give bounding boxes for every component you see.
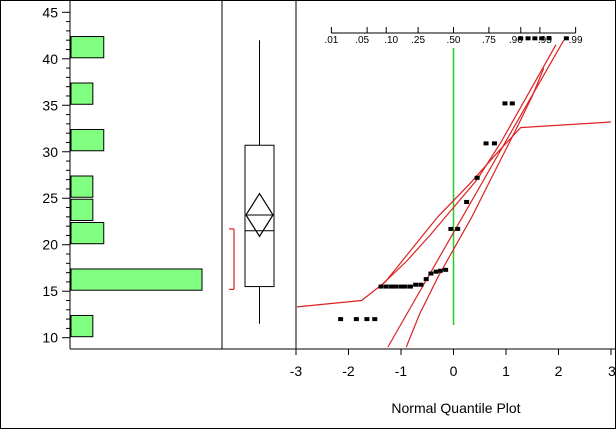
quantile-point — [491, 141, 497, 146]
quantile-point — [443, 267, 449, 272]
quantile-plot-area — [297, 36, 612, 348]
histogram-bar — [70, 221, 105, 245]
histogram-bar — [70, 314, 94, 338]
quantile-point — [338, 317, 344, 322]
prob-tick-label: .01 — [324, 35, 338, 46]
quantile-point — [393, 284, 399, 289]
prob-tick-label: .05 — [355, 35, 369, 46]
normal-quantile-plot — [297, 36, 612, 348]
quantile-point — [402, 284, 408, 289]
x-tick-label: 3 — [608, 363, 616, 379]
quantile-point — [428, 271, 434, 276]
y-tick-label: 30 — [42, 144, 58, 160]
quantile-point — [389, 284, 395, 289]
x-tick-label: -1 — [395, 363, 408, 379]
histogram-bar — [70, 175, 94, 198]
prob-tick-label: .50 — [447, 35, 461, 46]
quantile-point — [407, 284, 413, 289]
x-tick-label: -3 — [290, 363, 303, 379]
quantile-point — [518, 36, 524, 41]
quantile-point — [398, 284, 404, 289]
y-tick-label: 10 — [42, 330, 58, 346]
prob-tick-label: .75 — [482, 35, 496, 46]
quantile-point — [433, 269, 439, 274]
y-tick-label: 45 — [42, 4, 58, 20]
quantile-point — [563, 36, 569, 41]
quantile-point — [532, 36, 538, 41]
normal-fit-line — [387, 39, 565, 348]
quantile-point — [423, 277, 429, 282]
histogram-bar — [70, 268, 203, 291]
quantile-point — [378, 284, 384, 289]
quantile-point — [448, 226, 454, 231]
quantile-point — [418, 282, 424, 287]
y-axis: 10 15 20 25 30 35 40 45 — [42, 4, 70, 346]
histogram-bar — [70, 36, 105, 59]
prob-tick-label: .90 — [509, 35, 523, 46]
y-tick-label: 20 — [42, 237, 58, 253]
confidence-band-upper — [379, 44, 557, 288]
quantile-x-axis: -3 -2 -1 0 1 2 3 — [290, 349, 616, 379]
probability-axis: .01 .05 .10 .25 .50 .75 .90 .95 .99 — [324, 27, 583, 46]
quantile-point — [437, 268, 443, 273]
mean-diamond — [245, 192, 274, 238]
x-tick-label: -2 — [342, 363, 355, 379]
x-tick-label: 2 — [555, 363, 563, 379]
prob-tick-label: .99 — [569, 35, 583, 46]
quantile-point — [372, 317, 378, 322]
quantile-point — [364, 317, 370, 322]
quantile-point — [483, 141, 489, 146]
histogram — [70, 36, 203, 338]
y-tick-label: 25 — [42, 190, 58, 206]
quantile-point — [413, 282, 419, 287]
quantile-plot-title: Normal Quantile Plot — [391, 400, 521, 416]
prob-tick-label: .10 — [384, 35, 398, 46]
confidence-band-lower — [405, 67, 545, 348]
prob-tick-label: .25 — [411, 35, 425, 46]
x-tick-label: 1 — [502, 363, 510, 379]
y-tick-label: 35 — [42, 97, 58, 113]
y-tick-label: 40 — [42, 51, 58, 67]
quantile-point — [539, 36, 545, 41]
quantile-point — [509, 101, 515, 106]
quantile-point — [353, 317, 359, 322]
lilliefors-band — [297, 121, 612, 308]
quantile-point — [525, 36, 531, 41]
histogram-bar — [70, 82, 94, 105]
histogram-bar — [70, 198, 94, 221]
quantile-point — [464, 199, 470, 204]
histogram-bar — [70, 129, 105, 152]
quantile-point — [546, 36, 552, 41]
box-iqr — [244, 144, 275, 288]
quantile-point — [474, 175, 480, 180]
prob-tick-label: .95 — [538, 35, 552, 46]
x-tick-label: 0 — [450, 363, 458, 379]
box-plot — [229, 40, 275, 324]
quantile-point — [383, 284, 389, 289]
quantile-point — [455, 226, 461, 231]
y-tick-label: 15 — [42, 283, 58, 299]
quantile-point — [502, 101, 508, 106]
